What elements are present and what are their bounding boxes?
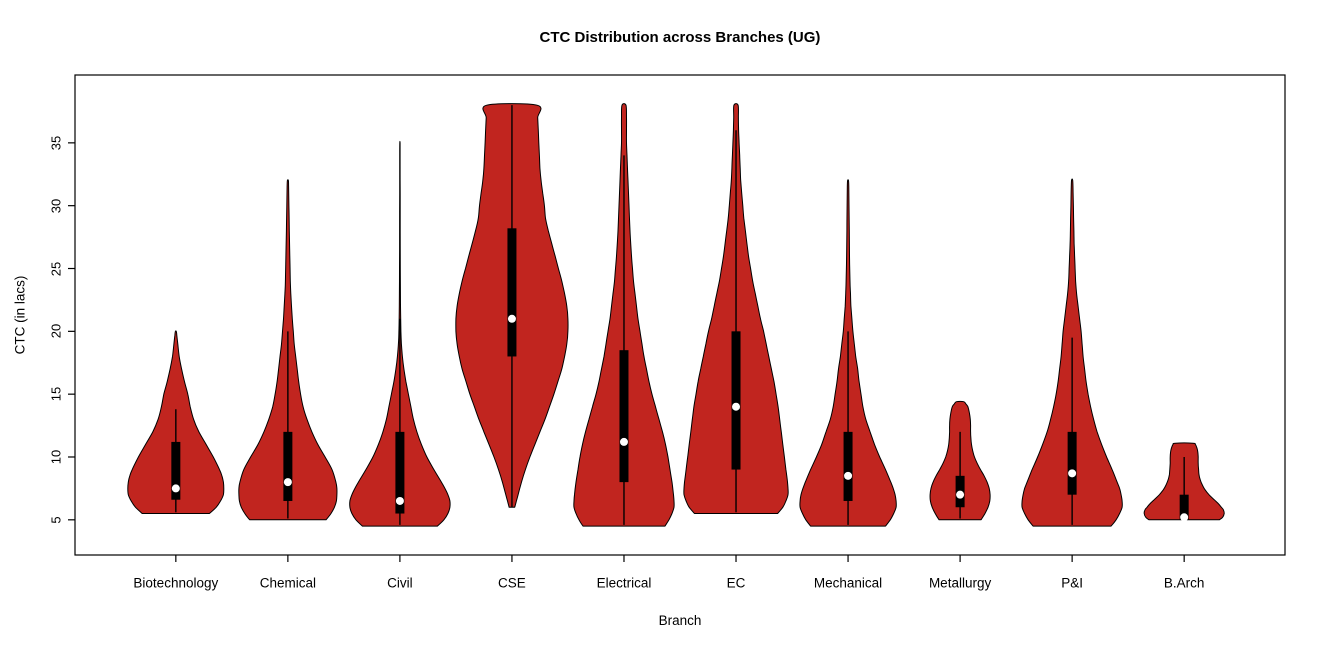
plot-border [74,74,1286,556]
iqr-box-Biotechnology [171,441,181,500]
iqr-box-Chemical [283,431,293,501]
iqr-box-Civil [395,431,405,514]
median-dot-CSE [507,314,516,323]
median-dot-Civil [395,496,404,505]
median-dot-Electrical [619,437,628,446]
iqr-box-P&I [1067,431,1077,495]
median-dot-P&I [1068,469,1077,478]
iqr-box-CSE [507,228,517,357]
median-dot-B.Arch [1180,513,1189,522]
y-tick-label: 15 [48,386,64,402]
y-tick-label: 10 [48,449,64,465]
y-tick-label: 35 [48,135,64,151]
iqr-box-EC [731,331,741,470]
x-category-label: Mechanical [813,575,883,591]
x-axis-label: Branch [658,613,702,628]
x-category-label: CSE [498,575,526,591]
x-category-label: Chemical [259,575,316,591]
median-dot-Mechanical [844,471,853,480]
iqr-box-B.Arch [1179,494,1189,520]
y-tick-label: 30 [48,198,64,213]
x-category-label: Civil [387,575,413,591]
x-category-label: Biotechnology [133,575,219,591]
iqr-box-Mechanical [843,431,853,501]
median-dot-Biotechnology [171,484,180,493]
x-category-label: B.Arch [1163,575,1205,591]
median-dot-EC [732,402,741,411]
y-tick-label: 25 [48,261,64,276]
median-dot-Chemical [283,478,292,487]
x-category-label: P&I [1061,575,1084,591]
y-tick-label: 20 [48,324,64,339]
y-tick-label: 5 [48,516,64,524]
x-category-label: EC [726,575,746,591]
y-axis-label: CTC (in lacs) [12,275,28,355]
median-dot-Metallurgy [956,490,965,499]
x-category-label: Metallurgy [928,575,992,591]
chart-title: CTC Distribution across Branches (UG) [539,29,821,46]
iqr-box-Electrical [619,350,629,483]
x-category-label: Electrical [596,575,652,591]
